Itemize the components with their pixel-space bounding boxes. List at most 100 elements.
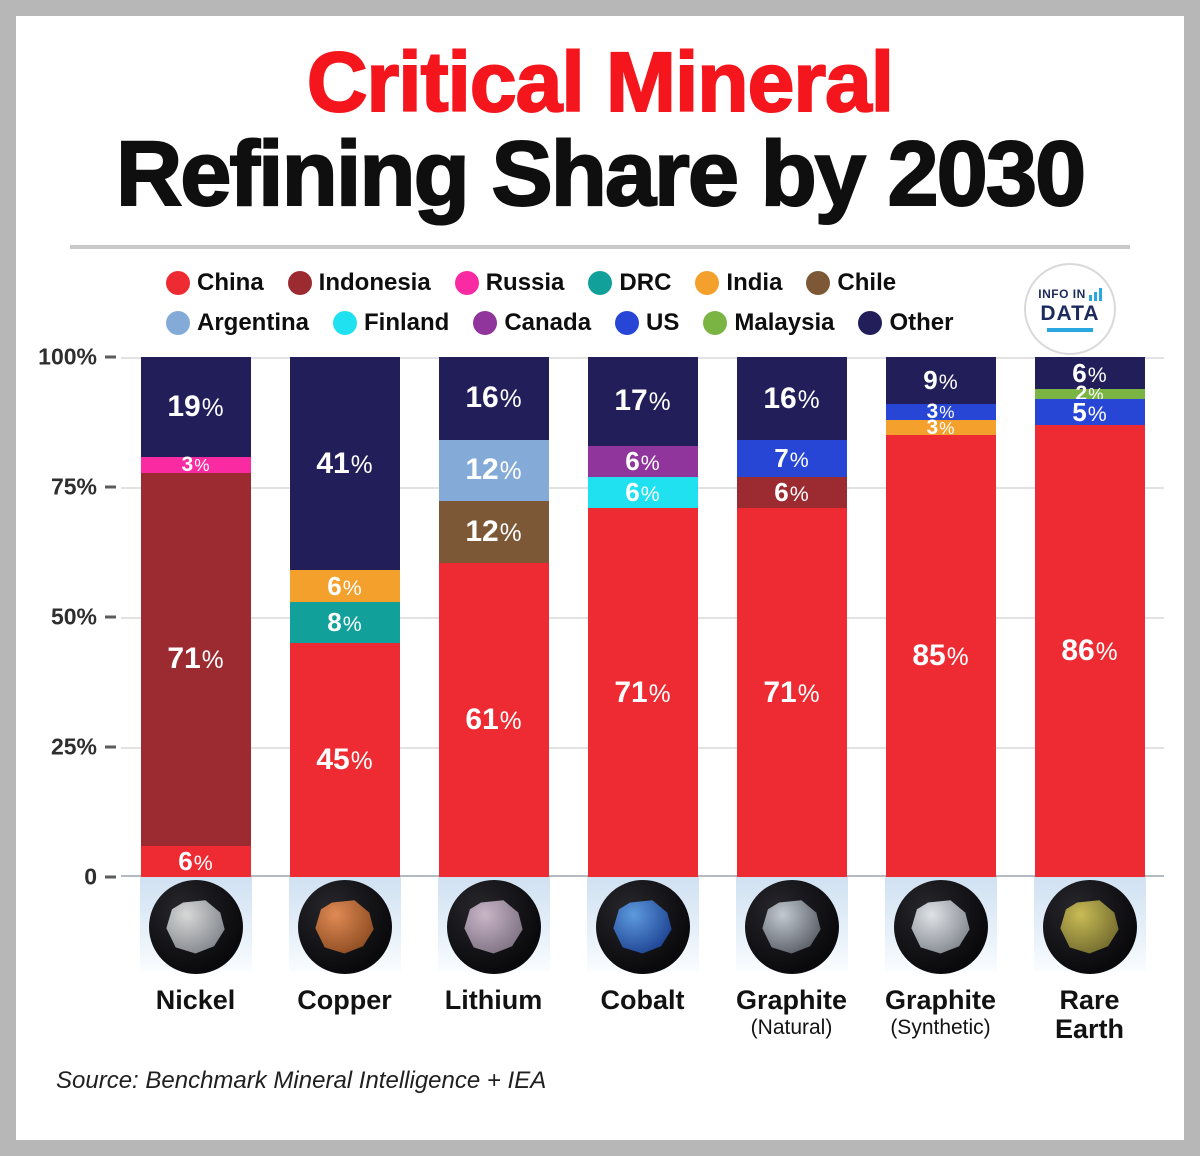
cobalt-rock-photo — [595, 880, 690, 975]
segment-value-number: 3 — [926, 415, 939, 439]
y-axis-tick-text: 0 — [84, 863, 97, 890]
segment-value-label: 6% — [178, 848, 212, 874]
segment-value-label: 6% — [625, 479, 659, 505]
legend-label-text: Finland — [364, 309, 450, 337]
legend-swatch-drc — [588, 271, 613, 296]
segment-percent-sign: % — [789, 482, 809, 507]
segment-value-number: 16 — [465, 381, 499, 415]
footer-column-rare-earth: Rare Earth — [1015, 877, 1164, 1043]
title-line-2: Refining Share by 2030 — [115, 122, 1087, 225]
footer-column-nickel: Nickel — [121, 877, 270, 1043]
segment-value-label: 12% — [465, 455, 521, 485]
segment-value-number: 12 — [465, 515, 499, 549]
legend-swatch-indonesia — [287, 271, 312, 296]
segment-value-label: 19% — [167, 392, 223, 422]
segment-percent-sign: % — [201, 395, 224, 423]
segment-value-label: 71% — [763, 675, 819, 709]
plot-area: 19% 3% 71% 6% 41% 6% 8% 45% 16% 12% 12% 61% 17% 6% 6% 7… — [121, 357, 1164, 878]
segment-value-number: 16 — [763, 381, 797, 415]
bar-segment-indonesia: 6% — [736, 476, 847, 508]
bar-segment-other: 41% — [289, 357, 400, 571]
bar-segment-finland: 6% — [587, 476, 698, 508]
legend-item-malaysia: Malaysia — [703, 309, 834, 337]
segment-value-label: 61% — [465, 705, 521, 735]
title-divider — [70, 245, 1130, 250]
segment-percent-sign: % — [342, 612, 362, 637]
segment-value-label: 3% — [182, 454, 210, 475]
segment-percent-sign: % — [939, 402, 955, 423]
segment-value-label: 9% — [923, 367, 957, 393]
legend-label-text: Other — [889, 309, 954, 337]
y-axis-tick-mark — [105, 615, 116, 619]
segment-value-label: 8% — [327, 609, 361, 635]
legend-label-text: India — [726, 269, 783, 297]
legend-label-text: China — [197, 269, 264, 297]
bar-segment-us: 5% — [1034, 399, 1145, 426]
bar-segment-china: 61% — [438, 563, 549, 878]
segment-value-number: 71 — [763, 675, 797, 709]
copper-rock-photo — [297, 880, 392, 975]
y-axis-label: 50% — [51, 604, 116, 631]
bar-segment-canada: 6% — [587, 445, 698, 477]
legend-item-india: India — [695, 269, 782, 297]
info-in-data-logo: INFO IN DATA — [1024, 263, 1116, 356]
bar-column-lithium: 16% 12% 12% 61% — [419, 357, 568, 878]
y-axis-tick-mark — [105, 745, 116, 749]
y-axis-tick-mark — [105, 875, 116, 879]
source-attribution: Source: Benchmark Mineral Intelligence +… — [56, 1067, 547, 1095]
lithium-rock-icon — [464, 900, 523, 954]
graphite-natural-rock-photo — [744, 880, 839, 975]
segment-value-number: 6 — [625, 477, 640, 508]
legend-swatch-china — [166, 271, 190, 296]
bar-lithium: 16% 12% 12% 61% — [438, 357, 549, 878]
legend-item-canada: Canada — [473, 309, 591, 337]
legend-label-text: Argentina — [197, 309, 310, 337]
legend-item-argentina: Argentina — [166, 309, 309, 337]
segment-value-number: 7 — [774, 443, 789, 474]
segment-value-label: 45% — [316, 745, 372, 775]
bar-segment-india: 6% — [289, 570, 400, 602]
category-label-line: Nickel — [155, 985, 236, 1016]
segment-value-label: 5% — [1072, 399, 1106, 425]
bar-segment-other: 16% — [438, 357, 549, 440]
footer-column-copper: Copper — [270, 877, 419, 1043]
segment-percent-sign: % — [797, 386, 820, 414]
segment-value-label: 71% — [614, 677, 670, 708]
legend-swatch-other — [858, 311, 883, 336]
bar-graphite-synthetic: 9% 3% 3% 85% — [885, 357, 996, 878]
segment-percent-sign: % — [194, 455, 210, 476]
segment-percent-sign: % — [499, 458, 522, 486]
segment-percent-sign: % — [789, 448, 809, 473]
legend: China Indonesia Russia DRC India Chile Argent… — [166, 263, 1116, 356]
segment-value-label: 86% — [1061, 636, 1117, 666]
legend-item-indonesia: Indonesia — [287, 269, 431, 297]
footer-column-lithium: Lithium — [419, 877, 568, 1043]
bar-segment-drc: 8% — [289, 601, 400, 644]
segment-percent-sign: % — [946, 644, 969, 672]
segment-value-number: 6 — [327, 570, 342, 601]
legend-item-drc: DRC — [588, 269, 671, 297]
bar-segment-china: 45% — [289, 643, 400, 878]
category-label-line: Earth — [1054, 1013, 1125, 1044]
segment-value-label: 12% — [465, 517, 521, 547]
infographic-card: Critical Mineral Refining Share by 2030 … — [16, 16, 1184, 1140]
bar-segment-other: 17% — [587, 357, 698, 446]
bar-segment-india: 3% — [885, 417, 996, 438]
y-axis-tick-text: 100% — [38, 343, 97, 370]
legend-swatch-russia — [454, 271, 479, 296]
segment-value-number: 19 — [167, 390, 201, 424]
segment-value-label: 16% — [763, 381, 820, 415]
legend-swatch-chile — [806, 271, 831, 296]
logo-text-bottom: DATA — [1040, 301, 1100, 325]
footer-column-graphite-synthetic: Graphite (Synthetic) — [866, 877, 1015, 1043]
category-sublabel: (Natural) — [750, 1015, 833, 1039]
bar-segment-other: 16% — [736, 357, 847, 441]
y-axis-tick-mark — [105, 485, 116, 489]
bar-copper: 41% 6% 8% 45% — [289, 357, 400, 878]
y-axis-tick-text: 75% — [50, 473, 97, 500]
segment-value-number: 71 — [167, 642, 201, 676]
category-label-line: Graphite — [735, 985, 848, 1016]
segment-percent-sign: % — [1087, 402, 1107, 427]
bar-segment-malaysia: 2% — [1034, 383, 1145, 404]
legend-label-text: Chile — [837, 269, 897, 297]
